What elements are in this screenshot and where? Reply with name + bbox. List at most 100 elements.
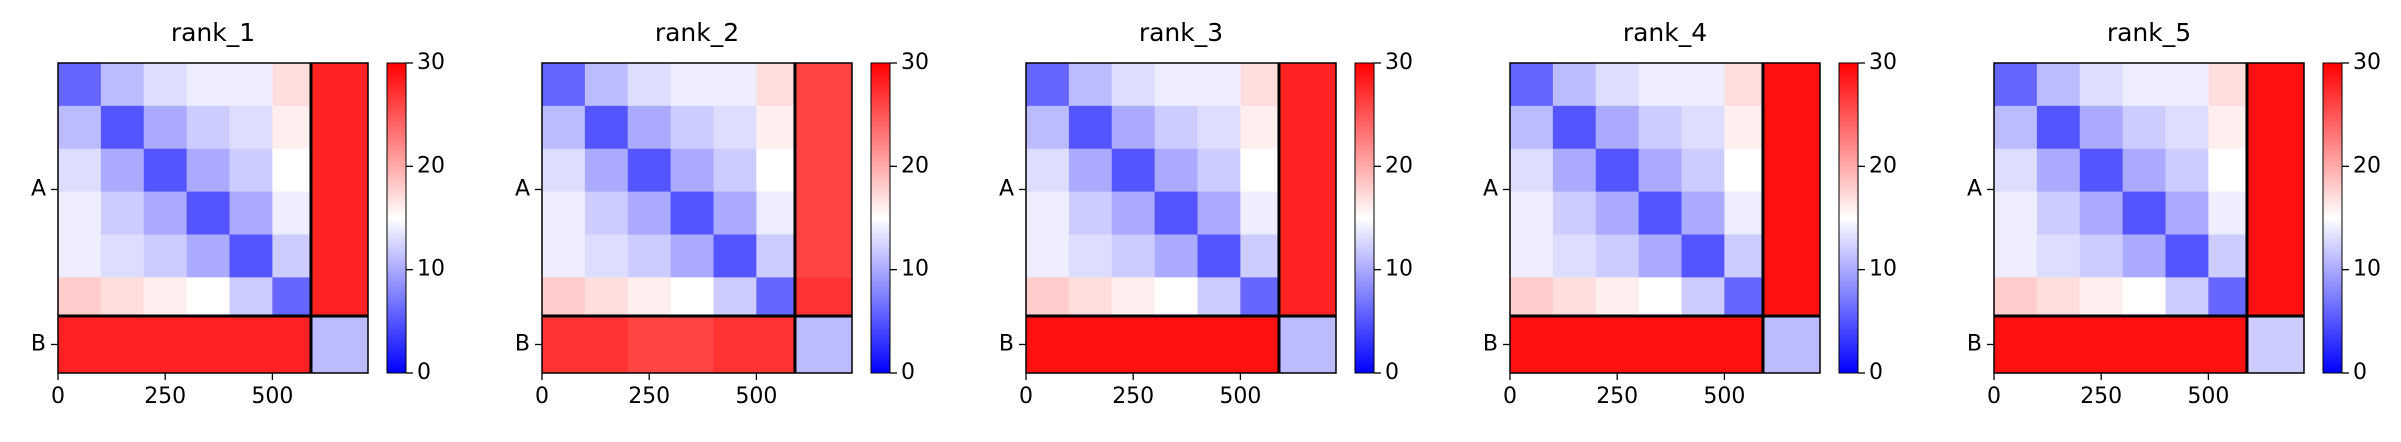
heatmap-cell <box>2165 315 2209 374</box>
heatmap-cell <box>756 63 796 107</box>
heatmap-cell <box>670 148 715 193</box>
heatmap-cell <box>794 277 853 317</box>
heatmap-cell <box>1638 234 1683 278</box>
heatmap-cell <box>2246 105 2305 150</box>
heatmap-cell <box>1552 234 1597 278</box>
heatmap-cell <box>1724 63 1764 107</box>
heatmap-cell <box>2246 315 2305 374</box>
heatmap-cell <box>542 234 586 278</box>
heatmap-cell <box>1638 315 1683 374</box>
panel-title: rank_2 <box>655 18 739 47</box>
heatmap-cell <box>229 315 273 374</box>
heatmap-cell <box>310 277 369 317</box>
heatmap-cell <box>1638 277 1683 317</box>
heatmap-cell <box>1510 234 1554 278</box>
x-tick-label: 0 <box>1987 384 2001 409</box>
heatmap-cell <box>1197 63 1241 107</box>
heatmap-cell <box>272 234 312 278</box>
heatmap-cell <box>1994 234 2038 278</box>
heatmap-cell <box>756 234 796 278</box>
heatmap-cell <box>713 148 757 193</box>
heatmap-cell <box>1681 234 1725 278</box>
heatmap-cell <box>1762 277 1821 317</box>
panel-title: rank_4 <box>1623 18 1707 47</box>
heatmap-cell <box>713 191 757 236</box>
heatmap-cell <box>1240 105 1280 150</box>
heatmap-cell <box>272 148 312 193</box>
heatmap-cell <box>1510 63 1554 107</box>
axes-frame <box>1509 62 1821 374</box>
heatmap-cell <box>713 234 757 278</box>
heatmap-cell <box>1724 315 1764 374</box>
heatmap-cell <box>542 277 586 317</box>
heatmap-cell <box>2208 191 2248 236</box>
heatmap-cell <box>1762 315 1821 374</box>
heatmap-cell <box>1552 191 1597 236</box>
axes-frame <box>57 62 369 374</box>
heatmap <box>1026 63 1337 374</box>
heatmap-cell <box>1278 234 1337 278</box>
heatmap-cell <box>2208 105 2248 150</box>
x-tick-label: 250 <box>2080 384 2122 409</box>
heatmap-cell <box>794 315 853 374</box>
heatmap-cell <box>2122 277 2167 317</box>
heatmap-cell <box>670 315 715 374</box>
heatmap-cell <box>1724 277 1764 317</box>
heatmap-cell <box>2122 63 2167 107</box>
heatmap-cell <box>627 315 672 374</box>
heatmap-cell <box>584 191 629 236</box>
heatmap-cell <box>1197 277 1241 317</box>
heatmap-cell <box>2165 63 2209 107</box>
heatmap-cell <box>2208 63 2248 107</box>
heatmap-cell <box>186 277 231 317</box>
x-tick-label: 0 <box>535 384 549 409</box>
x-tick-label: 0 <box>1503 384 1517 409</box>
heatmap-cell <box>272 191 312 236</box>
x-tick-label: 500 <box>2187 384 2229 409</box>
heatmap-cell <box>1026 315 1070 374</box>
heatmap-cell <box>2165 148 2209 193</box>
y-tick-label: A <box>999 176 1014 201</box>
heatmap-cell <box>670 277 715 317</box>
heatmap-cell <box>1762 63 1821 107</box>
colorbar-tick-label: 30 <box>2353 50 2381 75</box>
heatmap-cell <box>100 234 145 278</box>
colorbar-tick-label: 20 <box>2353 153 2381 178</box>
heatmap-cell <box>310 191 369 236</box>
heatmap-cell <box>1994 63 2038 107</box>
colorbar-tick-label: 30 <box>1869 50 1897 75</box>
heatmap-cell <box>1154 105 1199 150</box>
heatmap-cell <box>100 191 145 236</box>
heatmap-cell <box>1724 148 1764 193</box>
x-tick-label: 0 <box>1019 384 1033 409</box>
heatmap-cell <box>2122 234 2167 278</box>
heatmap-cell <box>1278 315 1337 374</box>
heatmap-cell <box>627 63 672 107</box>
heatmap-cell <box>2079 105 2124 150</box>
heatmap-cell <box>272 63 312 107</box>
heatmap-cell <box>1068 148 1113 193</box>
heatmap-cell <box>186 148 231 193</box>
heatmap-cell <box>584 277 629 317</box>
heatmap-cell <box>1681 277 1725 317</box>
heatmap-cell <box>670 191 715 236</box>
heatmap-cell <box>272 105 312 150</box>
heatmap-cell <box>2246 63 2305 107</box>
heatmap-cell <box>1681 148 1725 193</box>
heatmap-cell <box>2079 277 2124 317</box>
heatmap-cell <box>1510 277 1554 317</box>
colorbar-tick-label: 30 <box>1385 50 1413 75</box>
heatmap-cell <box>542 63 586 107</box>
heatmap-cell <box>584 234 629 278</box>
heatmap-cell <box>1994 277 2038 317</box>
heatmap-cell <box>2079 148 2124 193</box>
heatmap-cell <box>1762 105 1821 150</box>
heatmap-cell <box>2208 277 2248 317</box>
heatmap-cell <box>1595 148 1640 193</box>
colorbar-tick-label: 10 <box>1385 257 1413 282</box>
heatmap-cell <box>143 277 188 317</box>
y-tick-label: B <box>1483 331 1498 356</box>
heatmap-cell <box>1068 191 1113 236</box>
heatmap <box>542 63 853 374</box>
